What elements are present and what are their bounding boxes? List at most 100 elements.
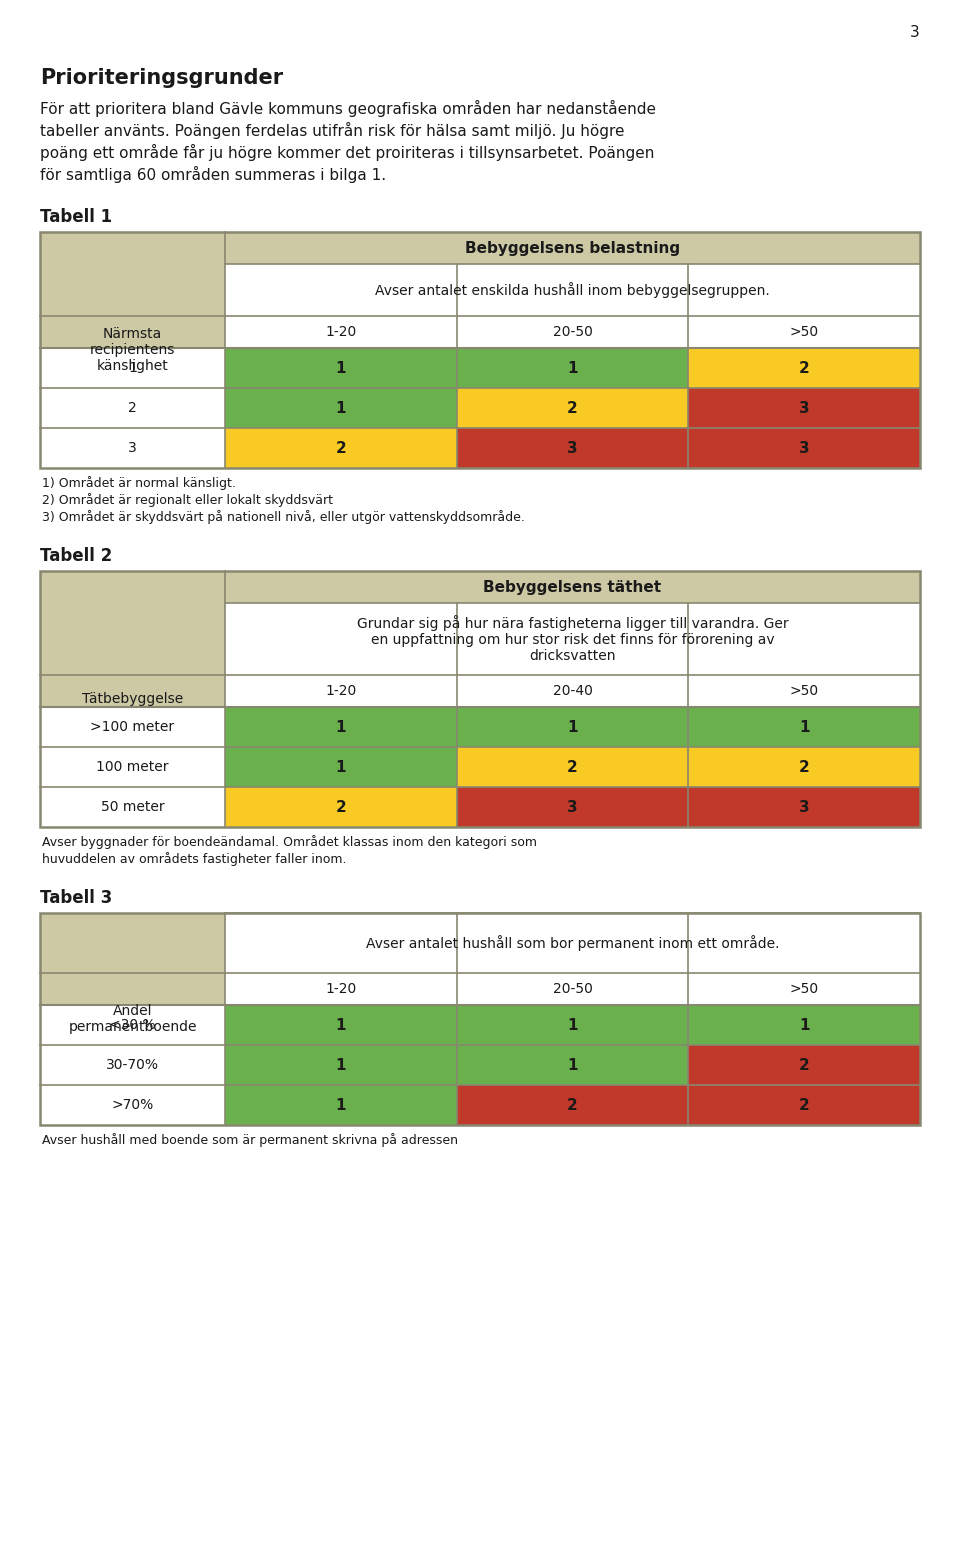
Bar [457, 387, 688, 428]
Text: 50 meter: 50 meter [101, 800, 164, 814]
Bar [40, 571, 920, 826]
Text: Andel
permanentboende: Andel permanentboende [68, 1004, 197, 1035]
Text: 2: 2 [799, 1058, 809, 1072]
Text: 20-40: 20-40 [553, 685, 592, 699]
Bar [40, 747, 225, 787]
Text: 1: 1 [567, 719, 578, 734]
Text: Tabell 3: Tabell 3 [40, 888, 112, 907]
Text: Avser hushåll med boende som är permanent skrivna på adressen: Avser hushåll med boende som är permanen… [42, 1133, 458, 1147]
Bar [225, 232, 920, 265]
Text: huvuddelen av områdets fastigheter faller inom.: huvuddelen av områdets fastigheter falle… [42, 853, 347, 867]
Text: 3: 3 [910, 25, 920, 40]
Bar [225, 571, 920, 604]
Text: Prioriteringsgrunder: Prioriteringsgrunder [40, 68, 283, 89]
Text: Grundar sig på hur nära fastigheterna ligger till varandra. Ger
en uppfattning o: Grundar sig på hur nära fastigheterna li… [357, 615, 788, 663]
Text: 3: 3 [567, 440, 578, 456]
Text: >100 meter: >100 meter [90, 720, 175, 734]
Bar [40, 349, 225, 387]
Text: 1-20: 1-20 [325, 685, 356, 699]
Text: <30 %: <30 % [109, 1018, 156, 1032]
Text: Avser byggnader för boendeändamal. Området klassas inom den kategori som: Avser byggnader för boendeändamal. Områd… [42, 836, 537, 850]
Text: 1-20: 1-20 [325, 982, 356, 996]
Bar [40, 571, 920, 826]
Bar [225, 1046, 457, 1085]
Text: 3: 3 [128, 440, 137, 454]
Bar [40, 387, 225, 428]
Text: >50: >50 [790, 685, 819, 699]
Bar [457, 428, 688, 468]
Text: 1: 1 [336, 719, 347, 734]
Text: 2: 2 [335, 440, 347, 456]
Text: För att prioritera bland Gävle kommuns geografiska områden har nedanstående: För att prioritera bland Gävle kommuns g… [40, 100, 656, 117]
Bar [40, 232, 920, 468]
Text: >50: >50 [790, 325, 819, 339]
Text: 3) Området är skyddsvärt på nationell nivå, eller utgör vattenskyddsområde.: 3) Området är skyddsvärt på nationell ni… [42, 510, 525, 524]
Text: 2: 2 [567, 759, 578, 775]
Bar [688, 387, 920, 428]
Text: 1: 1 [336, 1058, 347, 1072]
Bar [457, 1046, 688, 1085]
Text: Tabell 2: Tabell 2 [40, 548, 112, 565]
Text: 100 meter: 100 meter [96, 759, 169, 773]
Bar [40, 1005, 225, 1046]
Text: poäng ett område får ju högre kommer det proiriteras i tillsynsarbetet. Poängen: poäng ett område får ju högre kommer det… [40, 145, 655, 160]
Text: 3: 3 [567, 800, 578, 814]
Bar [225, 913, 920, 972]
Text: 1: 1 [336, 1097, 347, 1113]
Text: 30-70%: 30-70% [106, 1058, 159, 1072]
Bar [225, 387, 457, 428]
Bar [40, 232, 920, 468]
Text: Avser antalet enskilda hushåll inom bebyggelsegruppen.: Avser antalet enskilda hushåll inom beby… [375, 282, 770, 299]
Bar [457, 1085, 688, 1125]
Bar [688, 428, 920, 468]
Bar [225, 349, 457, 387]
Bar [40, 787, 225, 826]
Text: 1: 1 [336, 400, 347, 415]
Bar [688, 706, 920, 747]
Text: 2: 2 [799, 361, 809, 375]
Text: 20-50: 20-50 [553, 982, 592, 996]
Text: 2: 2 [567, 1097, 578, 1113]
Text: 1: 1 [567, 361, 578, 375]
Text: 2: 2 [335, 800, 347, 814]
Text: 2: 2 [799, 1097, 809, 1113]
Text: 1: 1 [128, 361, 137, 375]
Text: 1-20: 1-20 [325, 325, 356, 339]
Text: 1: 1 [336, 1018, 347, 1033]
Text: 2: 2 [799, 759, 809, 775]
Bar [40, 1085, 225, 1125]
Text: 3: 3 [799, 800, 809, 814]
Text: Bebyggelsens täthet: Bebyggelsens täthet [484, 579, 661, 594]
Bar [688, 1046, 920, 1085]
Text: 1: 1 [567, 1058, 578, 1072]
Text: Bebyggelsens belastning: Bebyggelsens belastning [465, 241, 680, 255]
Bar [225, 604, 920, 675]
Bar [40, 913, 920, 1125]
Text: Tabell 1: Tabell 1 [40, 209, 112, 226]
Bar [40, 428, 225, 468]
Text: 1) Området är normal känsligt.: 1) Området är normal känsligt. [42, 476, 236, 490]
Bar [225, 265, 920, 316]
Bar [225, 428, 457, 468]
Text: 2: 2 [567, 400, 578, 415]
Bar [688, 1085, 920, 1125]
Text: 1: 1 [336, 759, 347, 775]
Bar [225, 1005, 457, 1046]
Text: Avser antalet hushåll som bor permanent inom ett område.: Avser antalet hushåll som bor permanent … [366, 935, 780, 951]
Bar [225, 316, 920, 349]
Text: för samtliga 60 områden summeras i bilga 1.: för samtliga 60 områden summeras i bilga… [40, 166, 386, 184]
Text: >50: >50 [790, 982, 819, 996]
Bar [225, 1085, 457, 1125]
Bar [40, 913, 920, 1125]
Bar [688, 1005, 920, 1046]
Text: 1: 1 [336, 361, 347, 375]
Text: 3: 3 [799, 400, 809, 415]
Bar [457, 787, 688, 826]
Bar [225, 787, 457, 826]
Bar [457, 349, 688, 387]
Bar [457, 747, 688, 787]
Bar [688, 747, 920, 787]
Bar [40, 706, 225, 747]
Bar [225, 747, 457, 787]
Bar [225, 706, 457, 747]
